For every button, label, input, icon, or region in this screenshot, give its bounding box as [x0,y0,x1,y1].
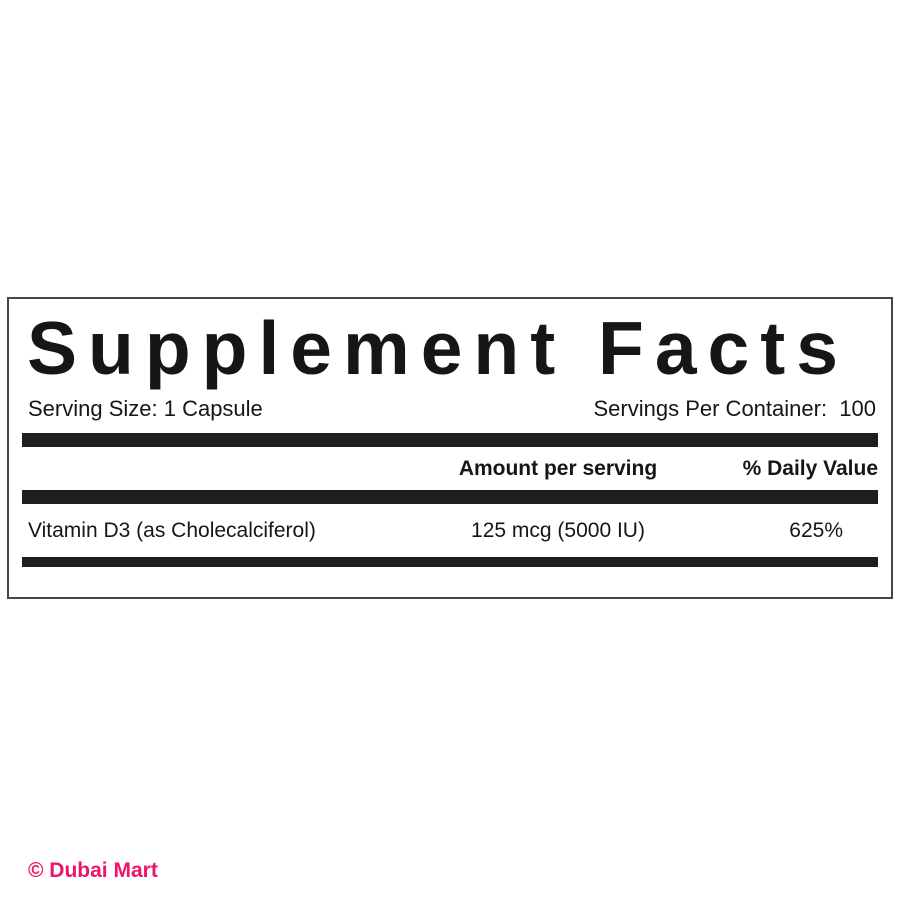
servings-per-container-text: Servings Per Container: 100 [593,396,877,421]
column-header-row: Amount per serving % Daily Value [22,447,878,490]
daily-value-header: % Daily Value [742,456,878,480]
nutrient-row-vitamin-d3: Vitamin D3 (as Cholecalciferol) 125 mcg … [22,504,878,557]
supplement-facts-panel: Supplement Facts Serving Size: 1 Capsule… [7,297,893,599]
serving-size-text: Serving Size: 1 Capsule [28,396,263,421]
divider-bar-middle [22,490,878,504]
divider-bar-bottom [22,557,878,567]
amount-per-serving-header: Amount per serving [458,456,658,480]
serving-info-row: Serving Size: 1 Capsule Servings Per Con… [22,396,878,422]
nutrient-name: Vitamin D3 (as Cholecalciferol) [28,518,316,542]
divider-bar-top [22,433,878,447]
supplement-facts-title: Supplement Facts [27,306,849,390]
nutrient-daily-value: 625% [789,518,843,542]
nutrient-amount: 125 mcg (5000 IU) [471,518,645,542]
copyright-watermark: © Dubai Mart [28,859,158,882]
